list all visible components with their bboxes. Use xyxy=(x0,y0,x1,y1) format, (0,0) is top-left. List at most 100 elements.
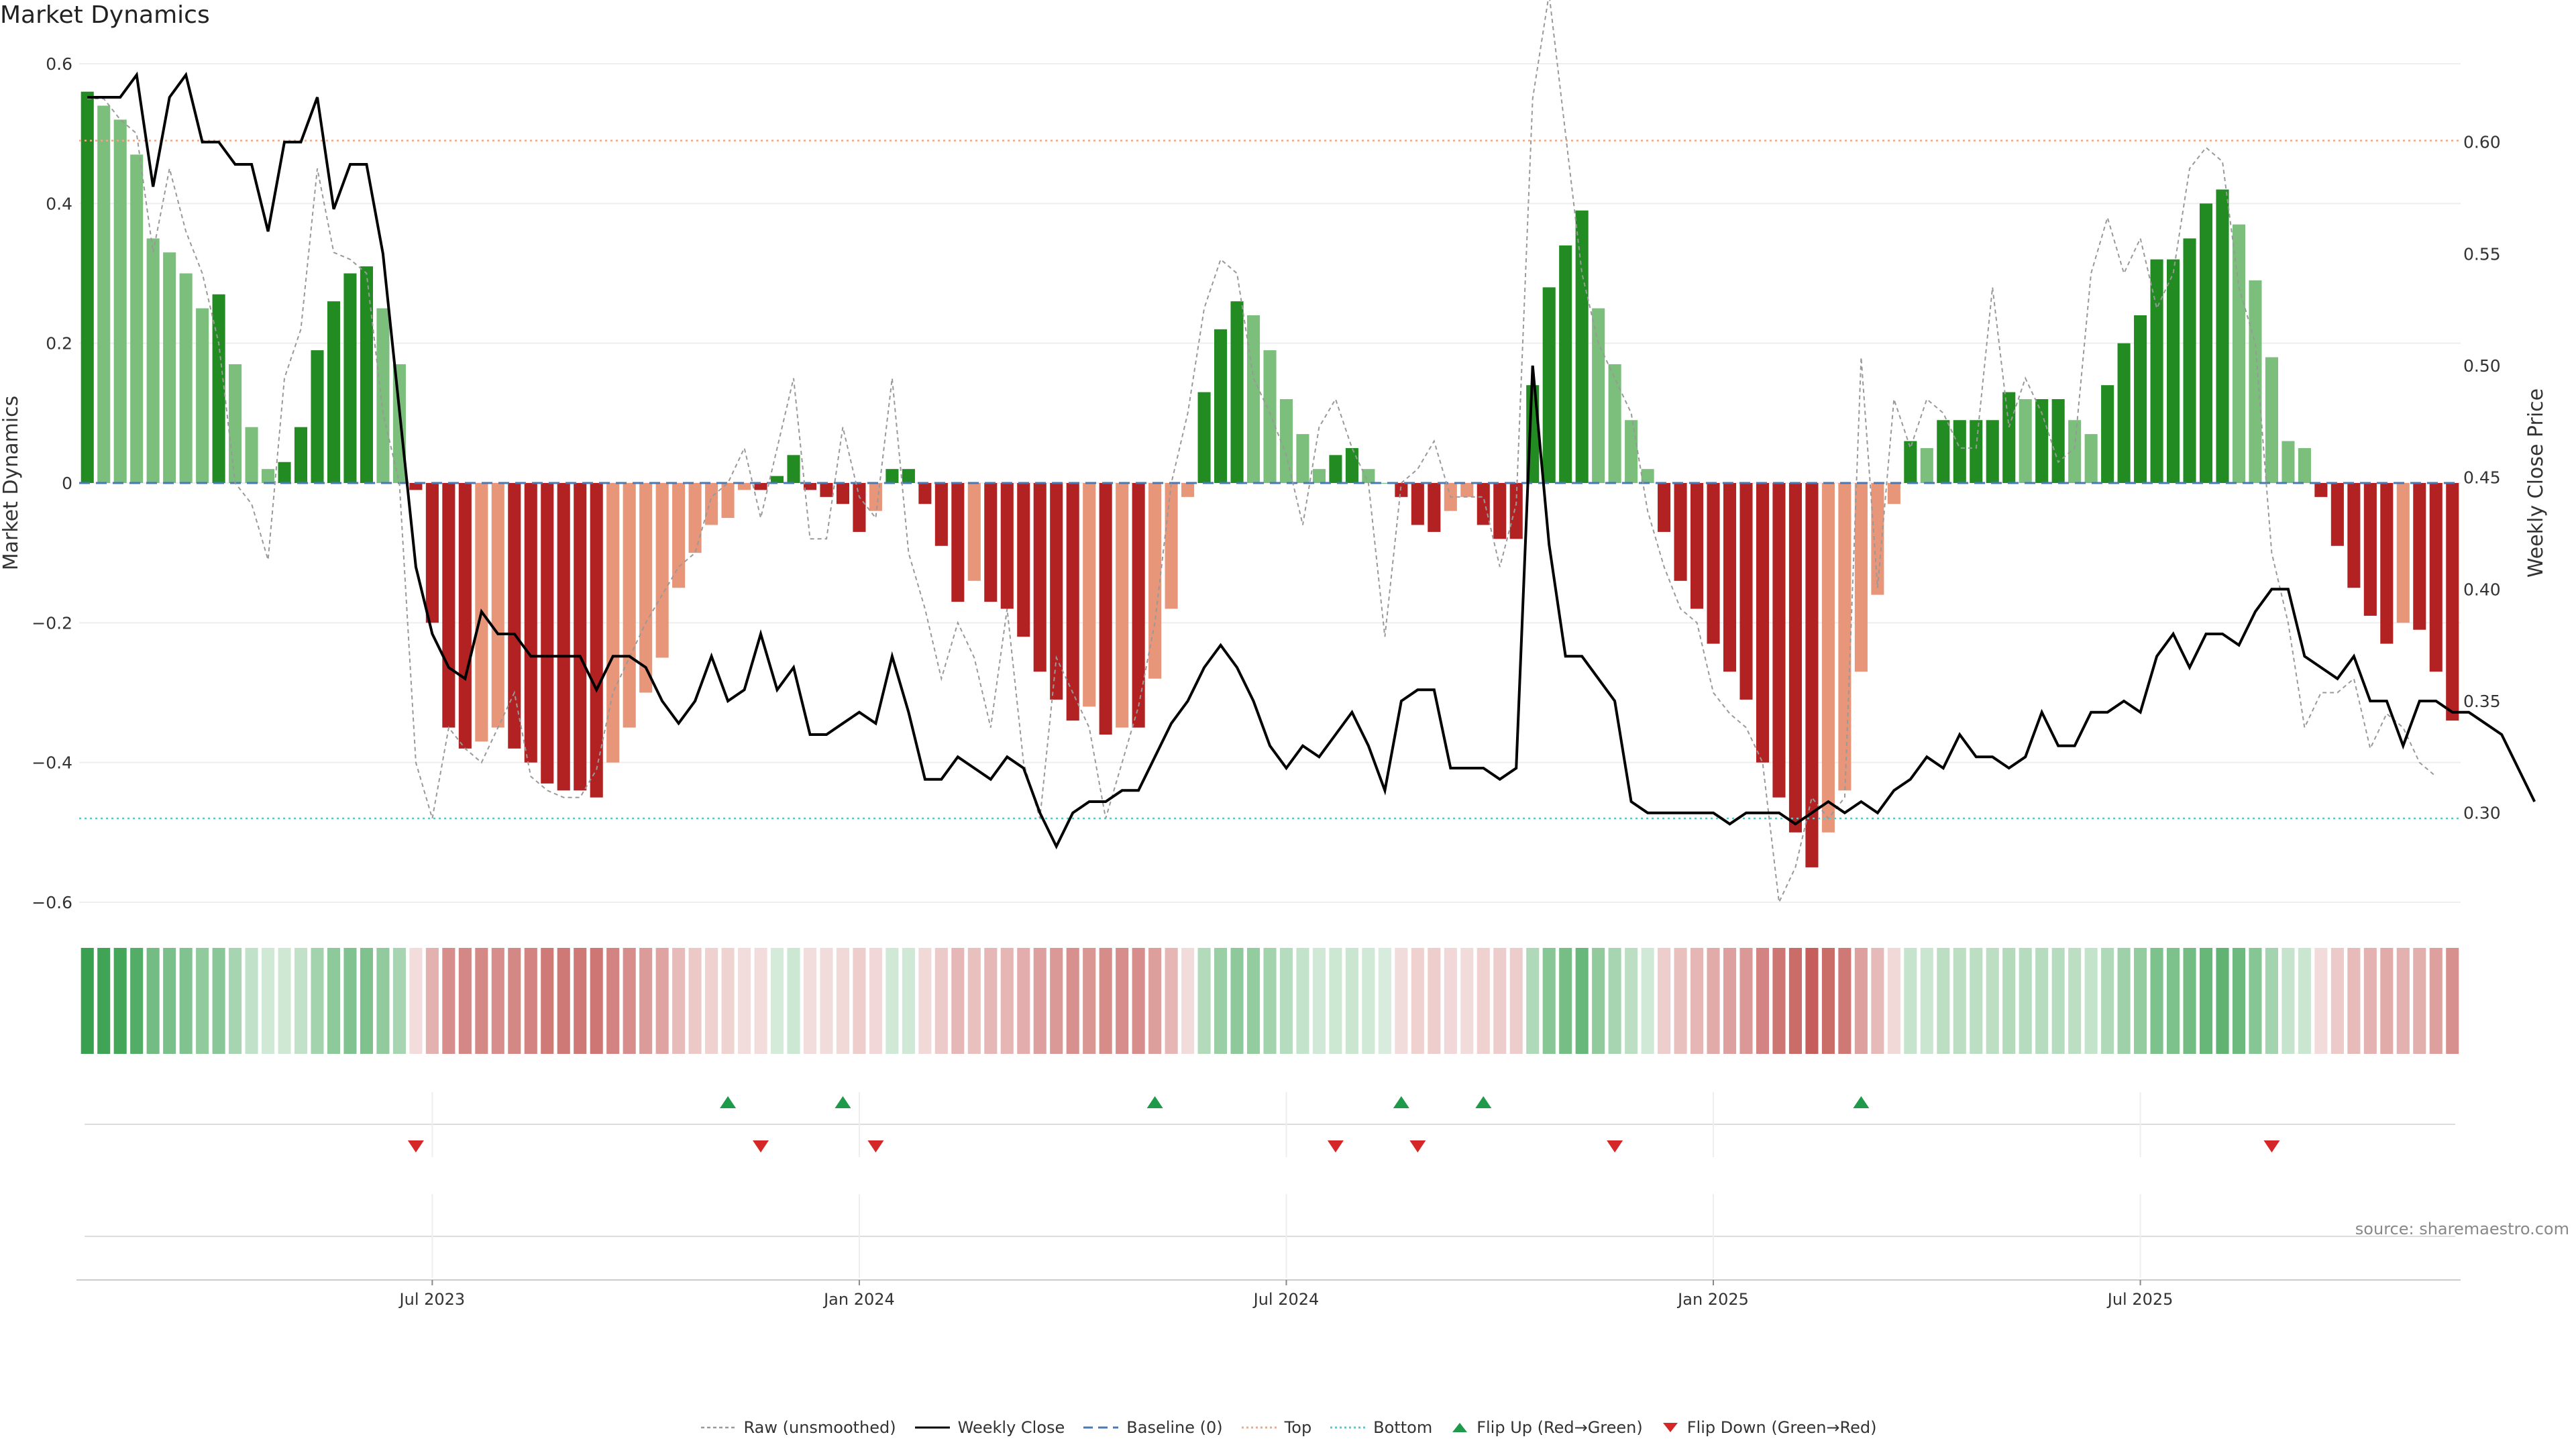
bar-series xyxy=(80,91,2459,867)
bar xyxy=(1723,483,1737,672)
bar xyxy=(1772,483,1786,798)
strip-cell xyxy=(2363,948,2377,1054)
strip-cell xyxy=(1279,948,1293,1054)
strip-cell xyxy=(2167,948,2180,1054)
bar xyxy=(885,469,899,483)
flip-down-marker xyxy=(407,1140,424,1152)
strip-cell xyxy=(2002,948,2016,1054)
bar xyxy=(557,483,570,791)
bar xyxy=(1658,483,1671,532)
strip-cell xyxy=(672,948,686,1054)
legend-baseline-label: Baseline (0) xyxy=(1126,1418,1223,1437)
strip-cell xyxy=(606,948,620,1054)
x-tick-label: Jul 2023 xyxy=(398,1290,466,1309)
strip-cell xyxy=(688,948,702,1054)
strip-cell xyxy=(1444,948,1457,1054)
bar xyxy=(1345,447,1358,483)
strip-cell xyxy=(311,948,324,1054)
bar xyxy=(524,483,537,763)
bar xyxy=(2117,343,2131,483)
strip-cell xyxy=(1739,948,1753,1054)
legend-baseline: Baseline (0) xyxy=(1082,1418,1223,1437)
legend-flip-up: Flip Up (Red→Green) xyxy=(1450,1418,1643,1437)
bar xyxy=(327,301,341,483)
strip-cell xyxy=(1362,948,1375,1054)
strip-cell xyxy=(1707,948,1720,1054)
strip-cell xyxy=(2249,948,2262,1054)
strip-cell xyxy=(1575,948,1589,1054)
y2-tick-label: 0.55 xyxy=(2463,244,2501,264)
strip-cell xyxy=(705,948,718,1054)
bar xyxy=(2068,420,2082,483)
strip-cell xyxy=(1148,948,1162,1054)
bar xyxy=(2134,315,2147,483)
bar xyxy=(869,483,882,511)
strip-cell xyxy=(1641,948,1654,1054)
legend-flip-down: Flip Down (Green→Red) xyxy=(1660,1418,1877,1437)
strip-cell xyxy=(212,948,225,1054)
strip-cell xyxy=(1345,948,1358,1054)
flip-up-marker xyxy=(1393,1096,1409,1108)
strip-cell xyxy=(179,948,193,1054)
bar xyxy=(360,266,373,483)
bar xyxy=(574,483,587,791)
bar xyxy=(853,483,866,532)
bar xyxy=(1395,483,1408,497)
bar xyxy=(245,427,258,483)
x-tick-label: Jan 2024 xyxy=(822,1290,895,1309)
x-tick-label: Jul 2025 xyxy=(2106,1290,2174,1309)
strip-cell xyxy=(2232,948,2246,1054)
strip-cell xyxy=(245,948,258,1054)
bar xyxy=(787,455,800,483)
strip-cell xyxy=(1083,948,1096,1054)
strip-cell xyxy=(2216,948,2229,1054)
strip-cell xyxy=(392,948,406,1054)
strip-cell xyxy=(951,948,965,1054)
strip-cell xyxy=(1214,948,1228,1054)
bar xyxy=(1838,483,1851,791)
bar xyxy=(1165,483,1178,609)
strip-cell xyxy=(1165,948,1178,1054)
bar xyxy=(2314,483,2328,497)
strip-cell xyxy=(2265,948,2278,1054)
bar xyxy=(2396,483,2410,623)
bar xyxy=(458,483,472,749)
bar xyxy=(820,483,833,497)
legend-top: Top xyxy=(1240,1418,1312,1437)
bar xyxy=(1871,483,1884,595)
bar xyxy=(1608,364,1621,483)
legend-top-label: Top xyxy=(1284,1418,1312,1437)
strip-cell xyxy=(1887,948,1900,1054)
strip-cell xyxy=(2314,948,2328,1054)
bar xyxy=(2232,224,2246,483)
strip-cell xyxy=(590,948,603,1054)
bar xyxy=(655,483,669,658)
flip-down-marker xyxy=(753,1140,769,1152)
bar xyxy=(1230,301,1244,483)
bar xyxy=(606,483,620,763)
strip-cell xyxy=(113,948,127,1054)
weekly-close-line xyxy=(87,71,2536,850)
strip-cell xyxy=(1296,948,1309,1054)
bar xyxy=(508,483,521,749)
bar xyxy=(2298,447,2311,483)
bar xyxy=(1805,483,1819,867)
legend-bottom-swatch xyxy=(1330,1426,1366,1429)
strip-cell xyxy=(2101,948,2114,1054)
bar xyxy=(541,483,554,784)
flip-down-marker xyxy=(1409,1140,1426,1152)
bar xyxy=(1739,483,1753,700)
legend-bottom: Bottom xyxy=(1329,1418,1432,1437)
flip-up-icon xyxy=(1452,1423,1468,1432)
strip-cell xyxy=(1937,948,1950,1054)
bar xyxy=(425,483,439,623)
bar xyxy=(1066,483,1079,721)
strip-cell xyxy=(475,948,488,1054)
reference-lines xyxy=(79,140,2461,820)
strip-cell xyxy=(2134,948,2147,1054)
bar xyxy=(754,483,767,490)
bar xyxy=(179,273,193,483)
bar xyxy=(2002,392,2016,483)
bar xyxy=(721,483,735,519)
